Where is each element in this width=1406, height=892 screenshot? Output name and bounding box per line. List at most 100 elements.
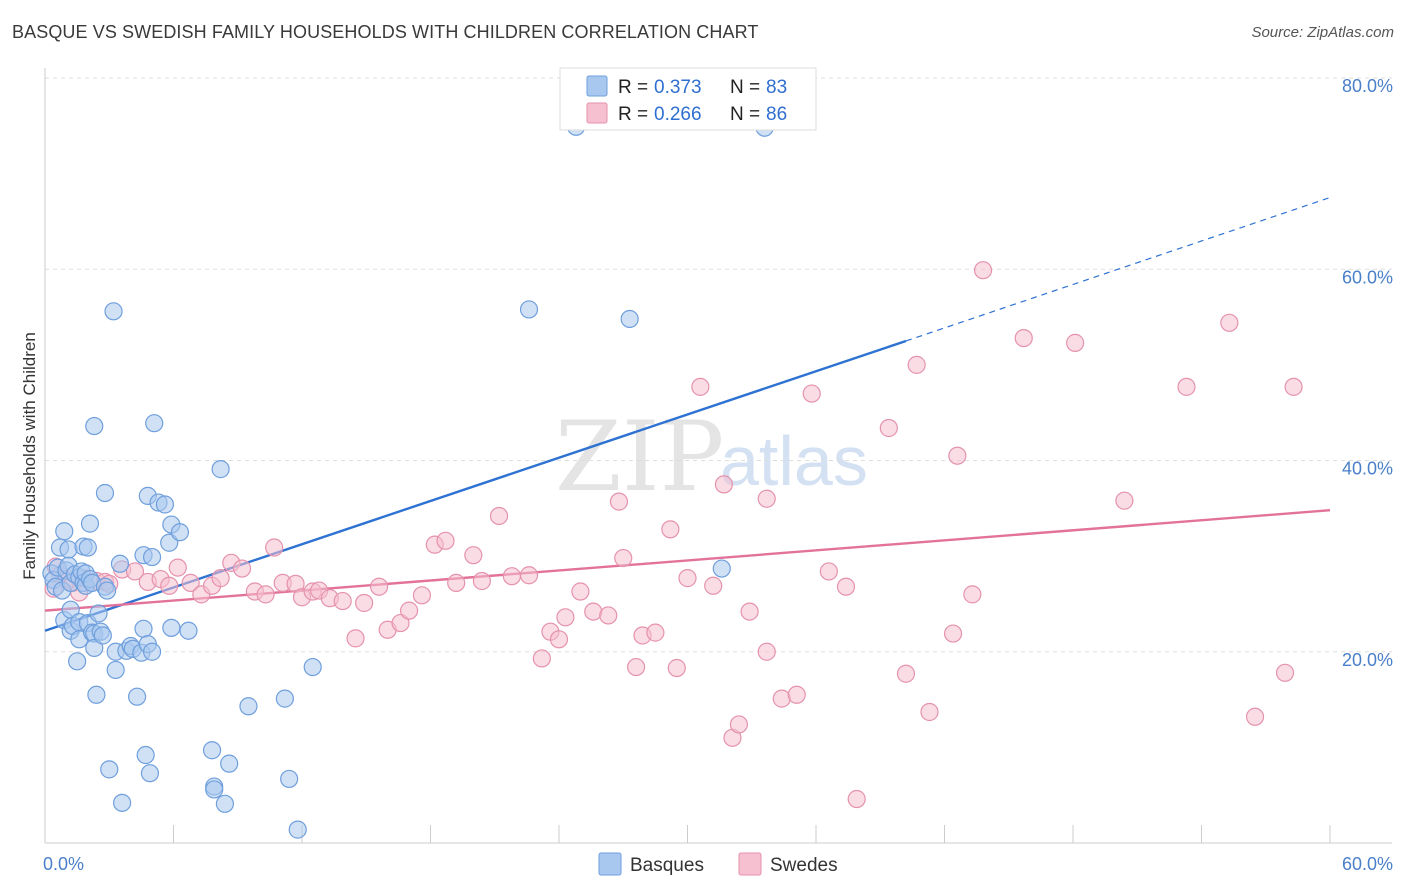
watermark-zip: ZIP (555, 401, 724, 513)
swedes-point (232, 559, 252, 578)
basques-point (142, 642, 162, 661)
basques-point (162, 618, 181, 637)
legend-basques-n-value: 83 (766, 77, 787, 98)
swedes-point (740, 602, 759, 621)
basques-point (239, 697, 258, 716)
basques-point (106, 660, 125, 680)
swedes-point (879, 418, 898, 438)
swedes-point (181, 573, 200, 593)
swedes-point (519, 566, 539, 585)
swedes-point (391, 613, 410, 633)
swedes-point (1220, 313, 1239, 332)
basques-point (55, 522, 74, 541)
swedes-point (714, 475, 734, 494)
basques-trend-extension (905, 196, 1331, 342)
y-axis-label: Family Households with Children (20, 332, 39, 580)
basques-point (155, 495, 175, 514)
basques-point (87, 685, 106, 704)
basques-points (42, 117, 774, 839)
swedes-point (355, 593, 374, 613)
swedes-point (626, 657, 646, 677)
x-tick-label: 60.0% (1342, 854, 1393, 874)
basques-point (89, 604, 108, 623)
swedes-point (609, 492, 629, 511)
swedes-point (571, 582, 590, 601)
swedes-point (502, 567, 521, 586)
basques-point (140, 764, 160, 783)
legend-swedes-n-value: 86 (766, 104, 787, 125)
basques-point (303, 657, 322, 677)
swedes-point (1284, 377, 1303, 396)
swedes-point (211, 569, 230, 588)
basques-point (205, 780, 224, 799)
swedes-point (836, 577, 856, 596)
legend-top: R = 0.373 N = 83 R = 0.266 N = 86 (559, 67, 817, 131)
basques-point (211, 460, 230, 479)
swedes-point (907, 355, 926, 374)
swedes-point (1115, 491, 1134, 510)
basques-point (280, 769, 299, 789)
swedes-point (802, 384, 821, 403)
legend-basques-r-label: R = (618, 77, 648, 98)
legend-bottom-basques-label: Basques (630, 855, 704, 876)
swedes-point (1245, 707, 1265, 726)
swedes-point (691, 377, 710, 396)
swedes-point (973, 261, 993, 280)
swedes-point (963, 585, 982, 604)
legend-swedes-n-label: N = (730, 104, 760, 125)
chart-title: BASQUE VS SWEDISH FAMILY HOUSEHOLDS WITH… (12, 22, 759, 42)
swedes-point (599, 606, 618, 625)
swedes-point (948, 446, 967, 465)
swedes-point (549, 630, 569, 649)
x-tick-label: 0.0% (43, 854, 84, 874)
swedes-point (333, 591, 352, 611)
swedes-point (556, 608, 575, 627)
basques-point (202, 741, 222, 760)
basques-point (104, 302, 123, 321)
basques-point (170, 523, 190, 542)
swedes-point (896, 664, 916, 683)
swedes-point (1014, 329, 1033, 348)
swedes-point (787, 685, 806, 704)
basques-point (275, 689, 294, 708)
swedes-point (346, 629, 365, 648)
basques-point (620, 309, 639, 329)
basques-point (93, 626, 112, 645)
y-tick-label: 80.0% (1342, 76, 1393, 96)
swedes-point (819, 562, 838, 581)
y-tick-label: 60.0% (1342, 267, 1393, 287)
source-label: Source: ZipAtlas.com (1251, 24, 1394, 41)
basques-point (95, 483, 115, 503)
basques-point (110, 554, 130, 573)
swedes-point (757, 489, 776, 508)
swedes-point (447, 573, 466, 593)
basques-point (78, 538, 97, 557)
basques-point (712, 559, 731, 578)
tick-labels: 20.0% 40.0% 60.0% 80.0% 0.0% 60.0% (43, 76, 1393, 874)
legend-swedes-r-value: 0.266 (654, 104, 702, 125)
basques-point (68, 652, 87, 671)
legend-bottom-swedes-swatch (738, 852, 762, 876)
swedes-point (661, 520, 680, 539)
basques-point (136, 745, 155, 765)
swedes-point (678, 569, 697, 588)
legend-bottom: Basques Swedes (598, 852, 838, 876)
swedes-point (265, 538, 284, 557)
swedes-point (614, 548, 633, 568)
swedes-point (943, 624, 963, 643)
swedes-point (847, 789, 866, 809)
swedes-point (125, 562, 145, 581)
swedes-point (256, 585, 275, 604)
swedes-point (1275, 663, 1295, 682)
legend-swedes-swatch (586, 102, 608, 124)
basques-point (98, 581, 117, 600)
swedes-point (532, 649, 551, 668)
swedes-point (667, 658, 686, 678)
basques-point (112, 793, 132, 812)
swedes-point (370, 577, 389, 596)
swedes-point (704, 576, 723, 595)
legend-basques-n-label: N = (730, 77, 760, 98)
legend-swedes-r-label: R = (618, 104, 648, 125)
swedes-point (436, 531, 455, 550)
basques-point (220, 754, 239, 773)
